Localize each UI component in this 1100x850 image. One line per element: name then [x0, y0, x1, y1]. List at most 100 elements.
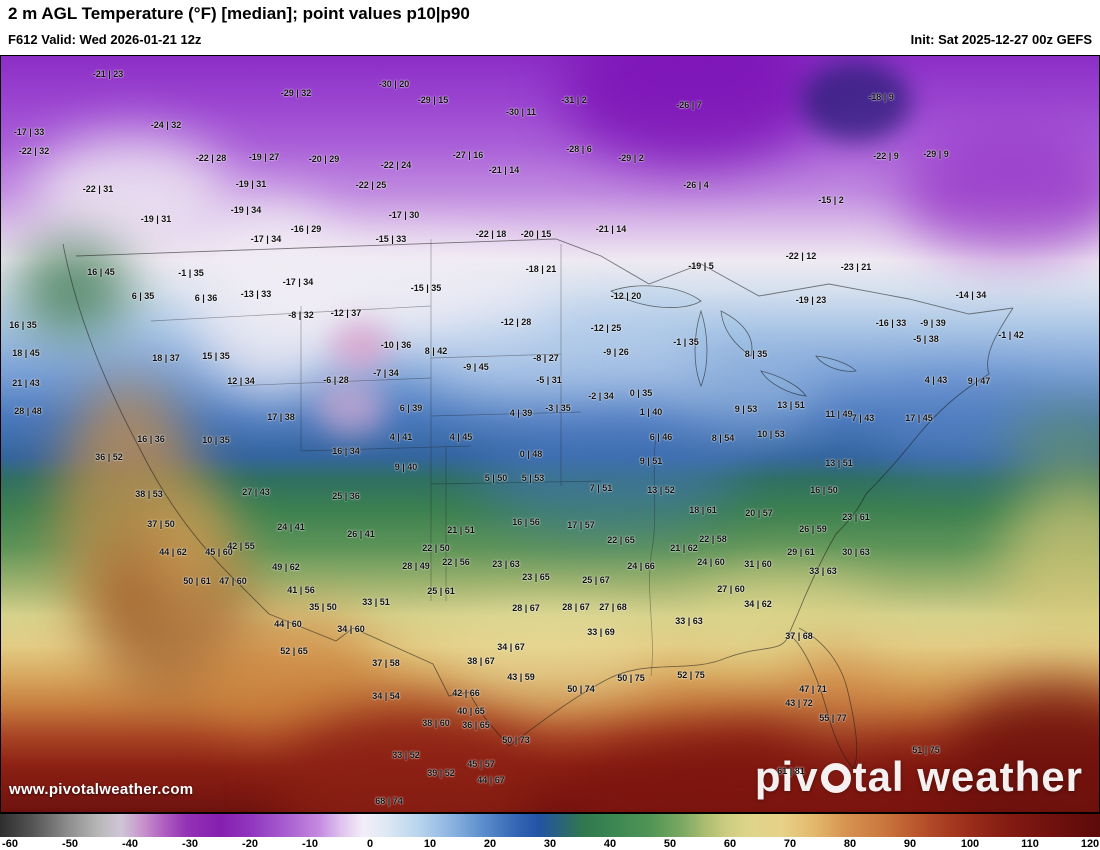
point-value: -13 | 33 [240, 289, 272, 299]
point-value: 37 | 58 [372, 658, 400, 668]
point-value: -16 | 29 [290, 224, 322, 234]
colorbar-tick-label: 80 [843, 838, 857, 850]
point-value: -17 | 30 [388, 210, 420, 220]
point-value: 8 | 35 [744, 349, 768, 359]
point-value: -22 | 9 [873, 151, 899, 161]
point-value: 33 | 63 [675, 616, 703, 626]
point-value: 51 | 75 [912, 745, 940, 755]
point-value: 23 | 65 [522, 572, 550, 582]
point-value: -26 | 4 [683, 180, 709, 190]
point-value: -19 | 34 [230, 205, 262, 215]
point-value: 16 | 45 [87, 267, 115, 277]
point-value: 45 | 57 [467, 759, 495, 769]
point-value: -9 | 26 [603, 347, 629, 357]
page-title: 2 m AGL Temperature (°F) [median]; point… [8, 4, 470, 23]
point-value: 18 | 61 [689, 505, 717, 515]
point-value: 24 | 60 [697, 557, 725, 567]
point-value: -20 | 15 [520, 229, 552, 239]
valid-time-label: F612 Valid: Wed 2026-01-21 12z [8, 32, 202, 47]
point-value: 28 | 48 [14, 406, 42, 416]
point-value: 47 | 60 [219, 576, 247, 586]
point-value: -29 | 9 [923, 149, 949, 159]
point-value: -20 | 29 [308, 154, 340, 164]
point-value: 31 | 60 [744, 559, 772, 569]
point-value: -18 | 21 [525, 264, 557, 274]
point-value: -18 | 9 [868, 92, 894, 102]
point-value: 33 | 52 [392, 750, 420, 760]
point-value: 25 | 61 [427, 586, 455, 596]
point-value: -12 | 25 [590, 323, 622, 333]
field-blob [141, 486, 241, 606]
colorbar-ticks: -60 -50 -40 -30 -20 -10 0 10 20 30 40 50 60 70 80 90 100… [0, 837, 1100, 850]
point-value: -5 | 38 [913, 334, 939, 344]
point-value: -22 | 31 [82, 184, 114, 194]
point-value: 44 | 60 [274, 619, 302, 629]
point-value: -22 | 24 [380, 160, 412, 170]
point-value: 35 | 50 [309, 602, 337, 612]
field-blob [471, 411, 741, 531]
point-value: 23 | 61 [842, 512, 870, 522]
point-value: 52 | 75 [677, 670, 705, 680]
point-value: -22 | 25 [355, 180, 387, 190]
point-value: -29 | 2 [618, 153, 644, 163]
brand-logo: piv tal weather [755, 756, 1083, 798]
point-value: 6 | 35 [131, 291, 155, 301]
point-value: 17 | 57 [567, 520, 595, 530]
point-value: 9 | 53 [734, 404, 758, 414]
colorbar-gradient [0, 814, 1100, 837]
point-value: -23 | 21 [840, 262, 872, 272]
point-value: -1 | 42 [998, 330, 1024, 340]
point-value: 6 | 46 [649, 432, 673, 442]
field-blob [691, 571, 876, 661]
point-value: 41 | 56 [287, 585, 315, 595]
point-value: 15 | 35 [202, 351, 230, 361]
point-value: -6 | 28 [323, 375, 349, 385]
point-value: -22 | 18 [475, 229, 507, 239]
point-value: 50 | 61 [183, 576, 211, 586]
point-value: -17 | 34 [282, 277, 314, 287]
point-value: -19 | 5 [688, 261, 714, 271]
point-value: 13 | 52 [647, 485, 675, 495]
point-value: 49 | 62 [272, 562, 300, 572]
point-value: 16 | 56 [512, 517, 540, 527]
point-value: 50 | 75 [617, 673, 645, 683]
point-value: 38 | 53 [135, 489, 163, 499]
point-value: 16 | 34 [332, 446, 360, 456]
point-value: 40 | 65 [457, 706, 485, 716]
pivotal-logo-o-icon [820, 763, 851, 793]
point-value: -28 | 6 [566, 144, 592, 154]
point-value: 9 | 51 [639, 456, 663, 466]
point-value: 22 | 58 [699, 534, 727, 544]
point-value: 12 | 34 [227, 376, 255, 386]
point-value: 43 | 59 [507, 672, 535, 682]
point-value: -30 | 11 [505, 107, 537, 117]
point-value: 33 | 69 [587, 627, 615, 637]
point-value: -19 | 31 [140, 214, 172, 224]
subtitle-bar: F612 Valid: Wed 2026-01-21 12z Init: Sat… [0, 30, 1100, 55]
point-value: -31 | 2 [561, 95, 587, 105]
brand-text-left: piv [754, 753, 819, 800]
point-value: -1 | 35 [178, 268, 204, 278]
point-value: 22 | 65 [607, 535, 635, 545]
point-value: 34 | 54 [372, 691, 400, 701]
point-value: 13 | 51 [825, 458, 853, 468]
point-value: 39 | 52 [427, 768, 455, 778]
point-value: 44 | 62 [159, 547, 187, 557]
point-value: -15 | 35 [410, 283, 442, 293]
point-value: 61 | 81 [777, 766, 805, 776]
point-value: 9 | 47 [967, 376, 991, 386]
point-value: 33 | 51 [362, 597, 390, 607]
point-value: 24 | 41 [277, 522, 305, 532]
field-blob [441, 611, 651, 706]
point-value: -9 | 45 [463, 362, 489, 372]
point-value: 27 | 60 [717, 584, 745, 594]
point-value: -24 | 32 [150, 120, 182, 130]
hudson-bay-blob [801, 61, 911, 141]
point-value: 42 | 55 [227, 541, 255, 551]
point-value: -21 | 14 [595, 224, 627, 234]
point-value: 7 | 43 [851, 413, 875, 423]
point-value: 37 | 50 [147, 519, 175, 529]
colorbar-tick-label: 50 [663, 838, 677, 850]
colorbar-tick-label: 20 [483, 838, 497, 850]
